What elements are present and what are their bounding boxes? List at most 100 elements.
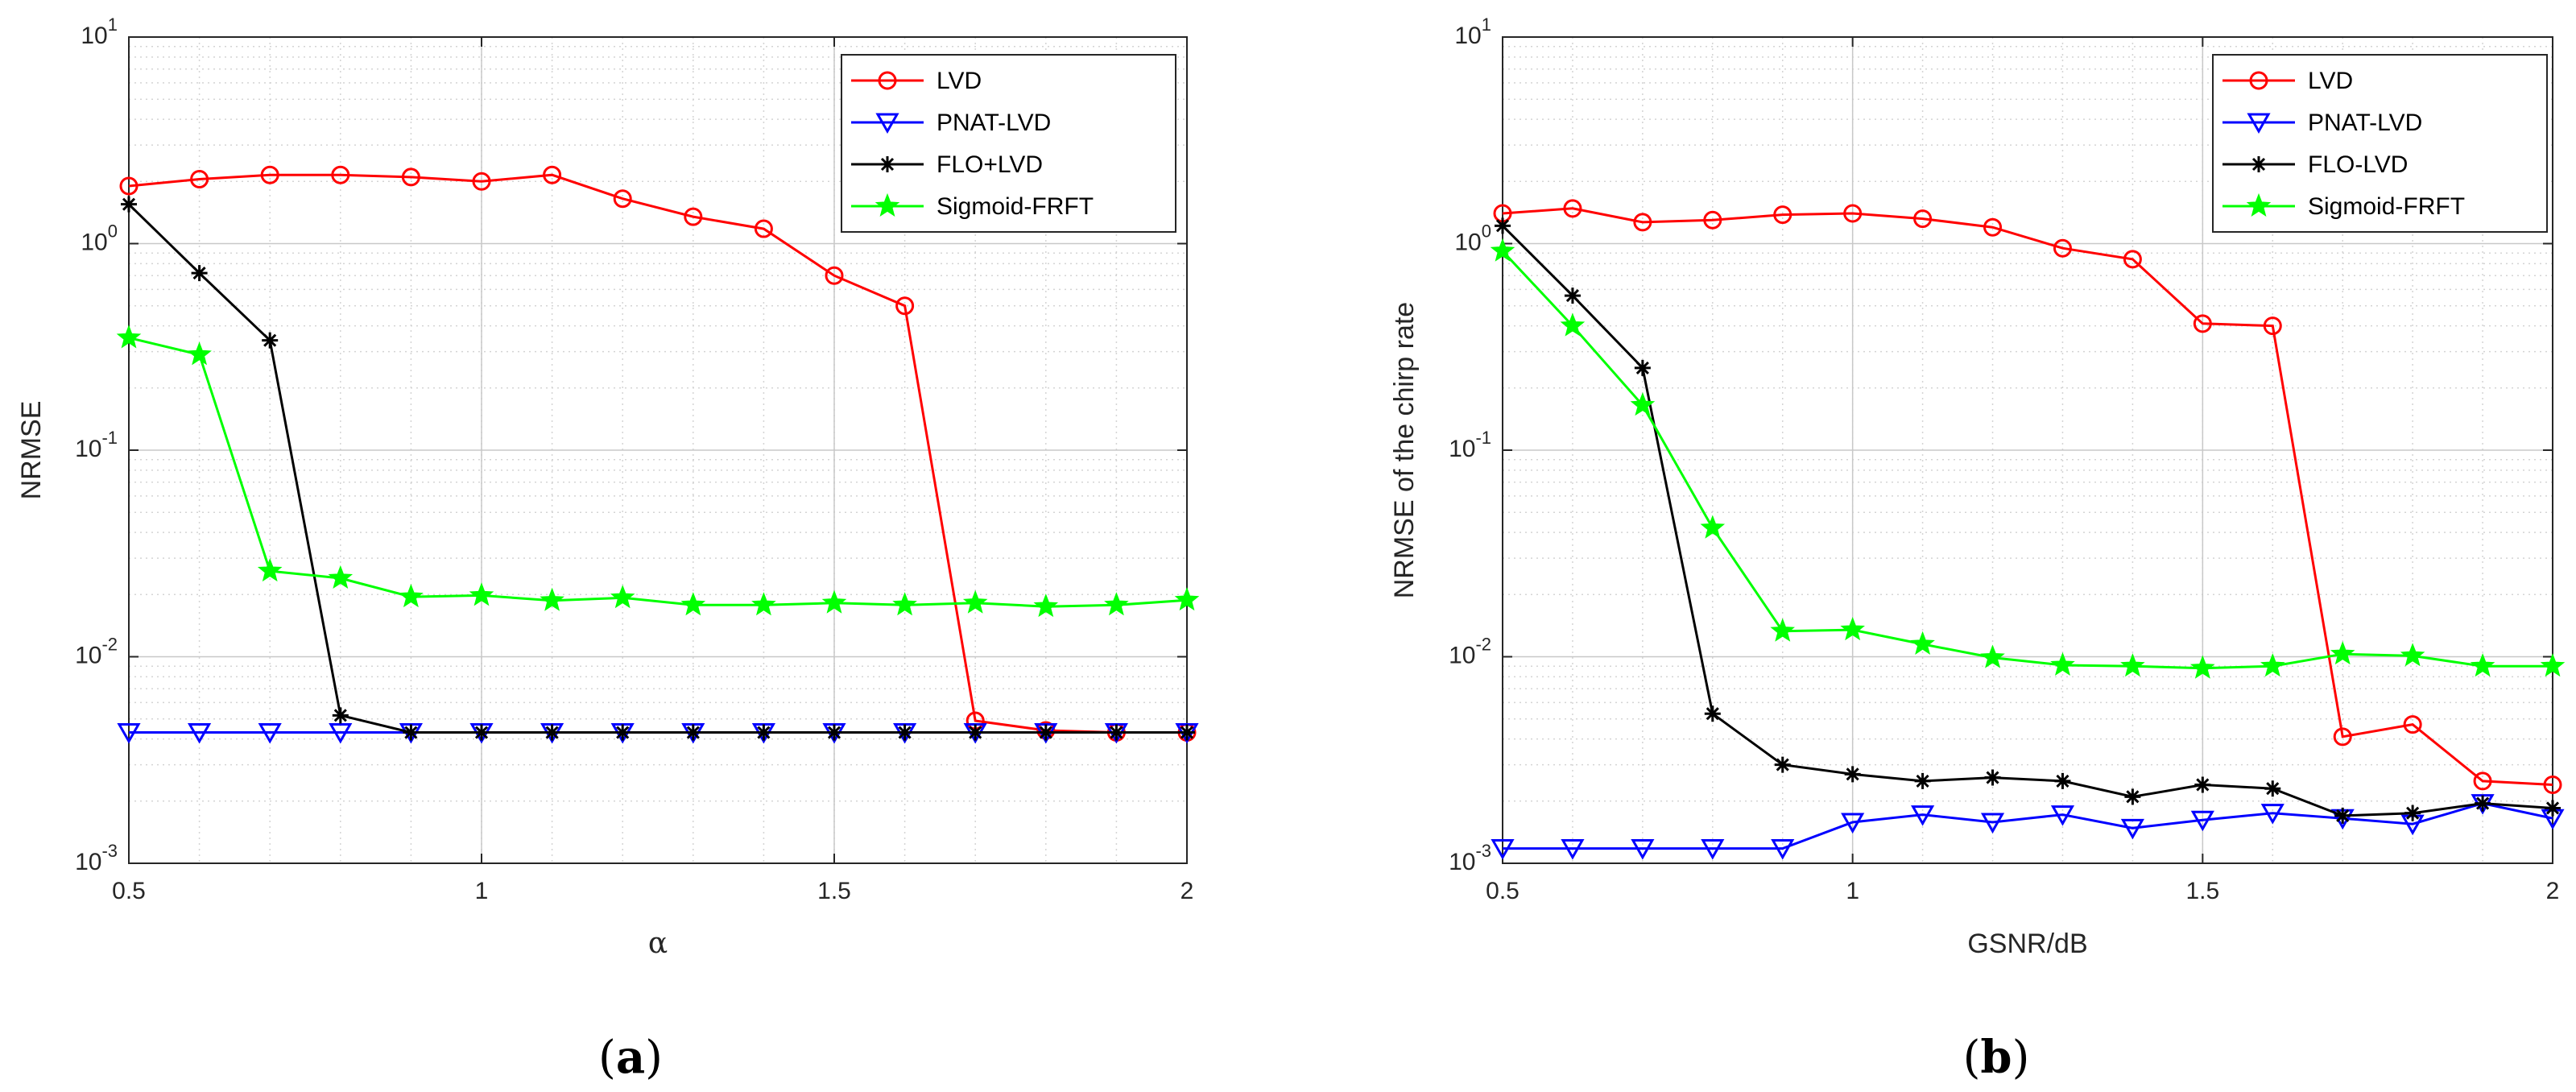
data-point xyxy=(1495,217,1511,234)
x-tick-label: 2 xyxy=(1180,878,1194,904)
data-point xyxy=(751,592,776,616)
legend-label: PNAT-LVD xyxy=(937,110,1051,136)
caption-close: ) xyxy=(2012,1032,2030,1084)
data-point xyxy=(262,332,279,349)
data-point xyxy=(2543,775,2562,794)
data-point xyxy=(403,724,420,741)
y-tick-base: 10 xyxy=(1449,643,1475,669)
x-tick-label: 1 xyxy=(475,878,489,904)
legend-marker xyxy=(2251,156,2267,172)
data-point xyxy=(614,724,631,741)
data-point xyxy=(1983,217,2003,237)
legend-label: PNAT-LVD xyxy=(2308,110,2422,136)
data-point xyxy=(191,265,208,282)
data-point xyxy=(825,266,844,285)
data-point xyxy=(821,589,847,614)
data-point xyxy=(1911,805,1935,826)
data-point xyxy=(1984,769,2001,786)
y-tick-exponent: -3 xyxy=(1475,841,1491,861)
data-point xyxy=(2193,314,2212,333)
data-point xyxy=(399,583,424,608)
caption-open: ( xyxy=(1963,1032,1981,1084)
data-point xyxy=(2053,238,2072,258)
data-point xyxy=(962,589,988,614)
data-point xyxy=(892,592,917,616)
data-point xyxy=(1914,772,1931,789)
data-point xyxy=(1174,587,1200,611)
data-point xyxy=(2475,795,2491,812)
legend-entry: FLO+LVD xyxy=(851,151,1043,178)
data-point xyxy=(2050,805,2075,826)
y-tick-exponent: 0 xyxy=(1482,221,1491,242)
y-axis-label: NRMSE xyxy=(16,401,47,500)
legend-entry: LVD xyxy=(2222,68,2353,94)
data-point xyxy=(1563,199,1582,218)
data-point xyxy=(1704,705,1721,722)
legend-marker xyxy=(875,113,899,134)
data-point xyxy=(2333,727,2352,747)
y-tick-base: 10 xyxy=(81,23,107,49)
data-point xyxy=(2545,800,2561,817)
data-point xyxy=(613,189,632,209)
legend: LVD PNAT-LVD FLO+LVD Sigmoid-FRFT xyxy=(841,54,1176,233)
series-flo-lvd xyxy=(121,196,1195,741)
series-line xyxy=(1502,207,2553,786)
data-point xyxy=(2190,810,2214,832)
data-point xyxy=(329,723,353,744)
legend-marker xyxy=(2249,71,2268,90)
y-tick-exponent: -2 xyxy=(1475,635,1491,655)
data-point xyxy=(1980,813,2005,834)
x-tick-label: 1.5 xyxy=(817,878,851,904)
y-axis-label: NRMSE of the chirp rate xyxy=(1389,302,1420,598)
data-point xyxy=(967,724,984,741)
data-point xyxy=(2190,655,2215,679)
data-point xyxy=(1179,724,1195,741)
data-point xyxy=(2123,250,2142,269)
data-point xyxy=(895,296,915,316)
data-point xyxy=(610,585,635,609)
y-tick-base: 10 xyxy=(75,436,101,462)
legend-label: FLO-LVD xyxy=(2308,151,2408,178)
x-tick-label: 0.5 xyxy=(1486,878,1520,904)
data-point xyxy=(2260,804,2284,825)
caption-open: ( xyxy=(598,1032,616,1084)
data-point xyxy=(2473,771,2492,791)
data-point xyxy=(826,724,842,741)
data-point xyxy=(544,724,560,741)
data-point xyxy=(1844,766,1861,783)
panel-caption: (b) xyxy=(1963,1031,2030,1084)
x-axis-label: α xyxy=(648,927,668,960)
data-point xyxy=(680,592,706,616)
data-point xyxy=(1033,594,1059,618)
data-point xyxy=(1843,204,1863,223)
y-tick-label: 10-2 xyxy=(1449,635,1491,669)
data-point xyxy=(2334,807,2351,824)
data-point xyxy=(1841,813,1865,834)
legend-label: LVD xyxy=(937,68,982,94)
series-line xyxy=(1501,250,2553,670)
series-flo-lvd xyxy=(1495,217,2561,824)
y-tick-exponent: -1 xyxy=(101,428,118,448)
series-line xyxy=(1501,225,2553,817)
y-tick-exponent: 1 xyxy=(108,14,118,35)
series-sigmoid-frft xyxy=(116,325,1200,618)
data-point xyxy=(543,165,562,184)
y-tick-label: 101 xyxy=(81,14,118,49)
data-point xyxy=(2263,316,2282,336)
data-point xyxy=(1490,238,1515,262)
data-point xyxy=(1634,359,1651,376)
y-tick-label: 10-3 xyxy=(75,841,118,875)
data-point xyxy=(2124,788,2141,805)
data-point xyxy=(119,176,139,196)
y-tick-label: 10-1 xyxy=(75,428,118,462)
legend-entry: PNAT-LVD xyxy=(2222,110,2422,136)
data-point xyxy=(1701,839,1725,860)
y-tick-exponent: -3 xyxy=(101,841,118,861)
data-point xyxy=(2120,653,2145,677)
data-point xyxy=(187,341,212,366)
data-point xyxy=(684,207,703,226)
data-point xyxy=(121,196,137,213)
data-point xyxy=(469,582,494,606)
legend-label: FLO+LVD xyxy=(937,151,1043,178)
legend-marker xyxy=(875,192,900,217)
